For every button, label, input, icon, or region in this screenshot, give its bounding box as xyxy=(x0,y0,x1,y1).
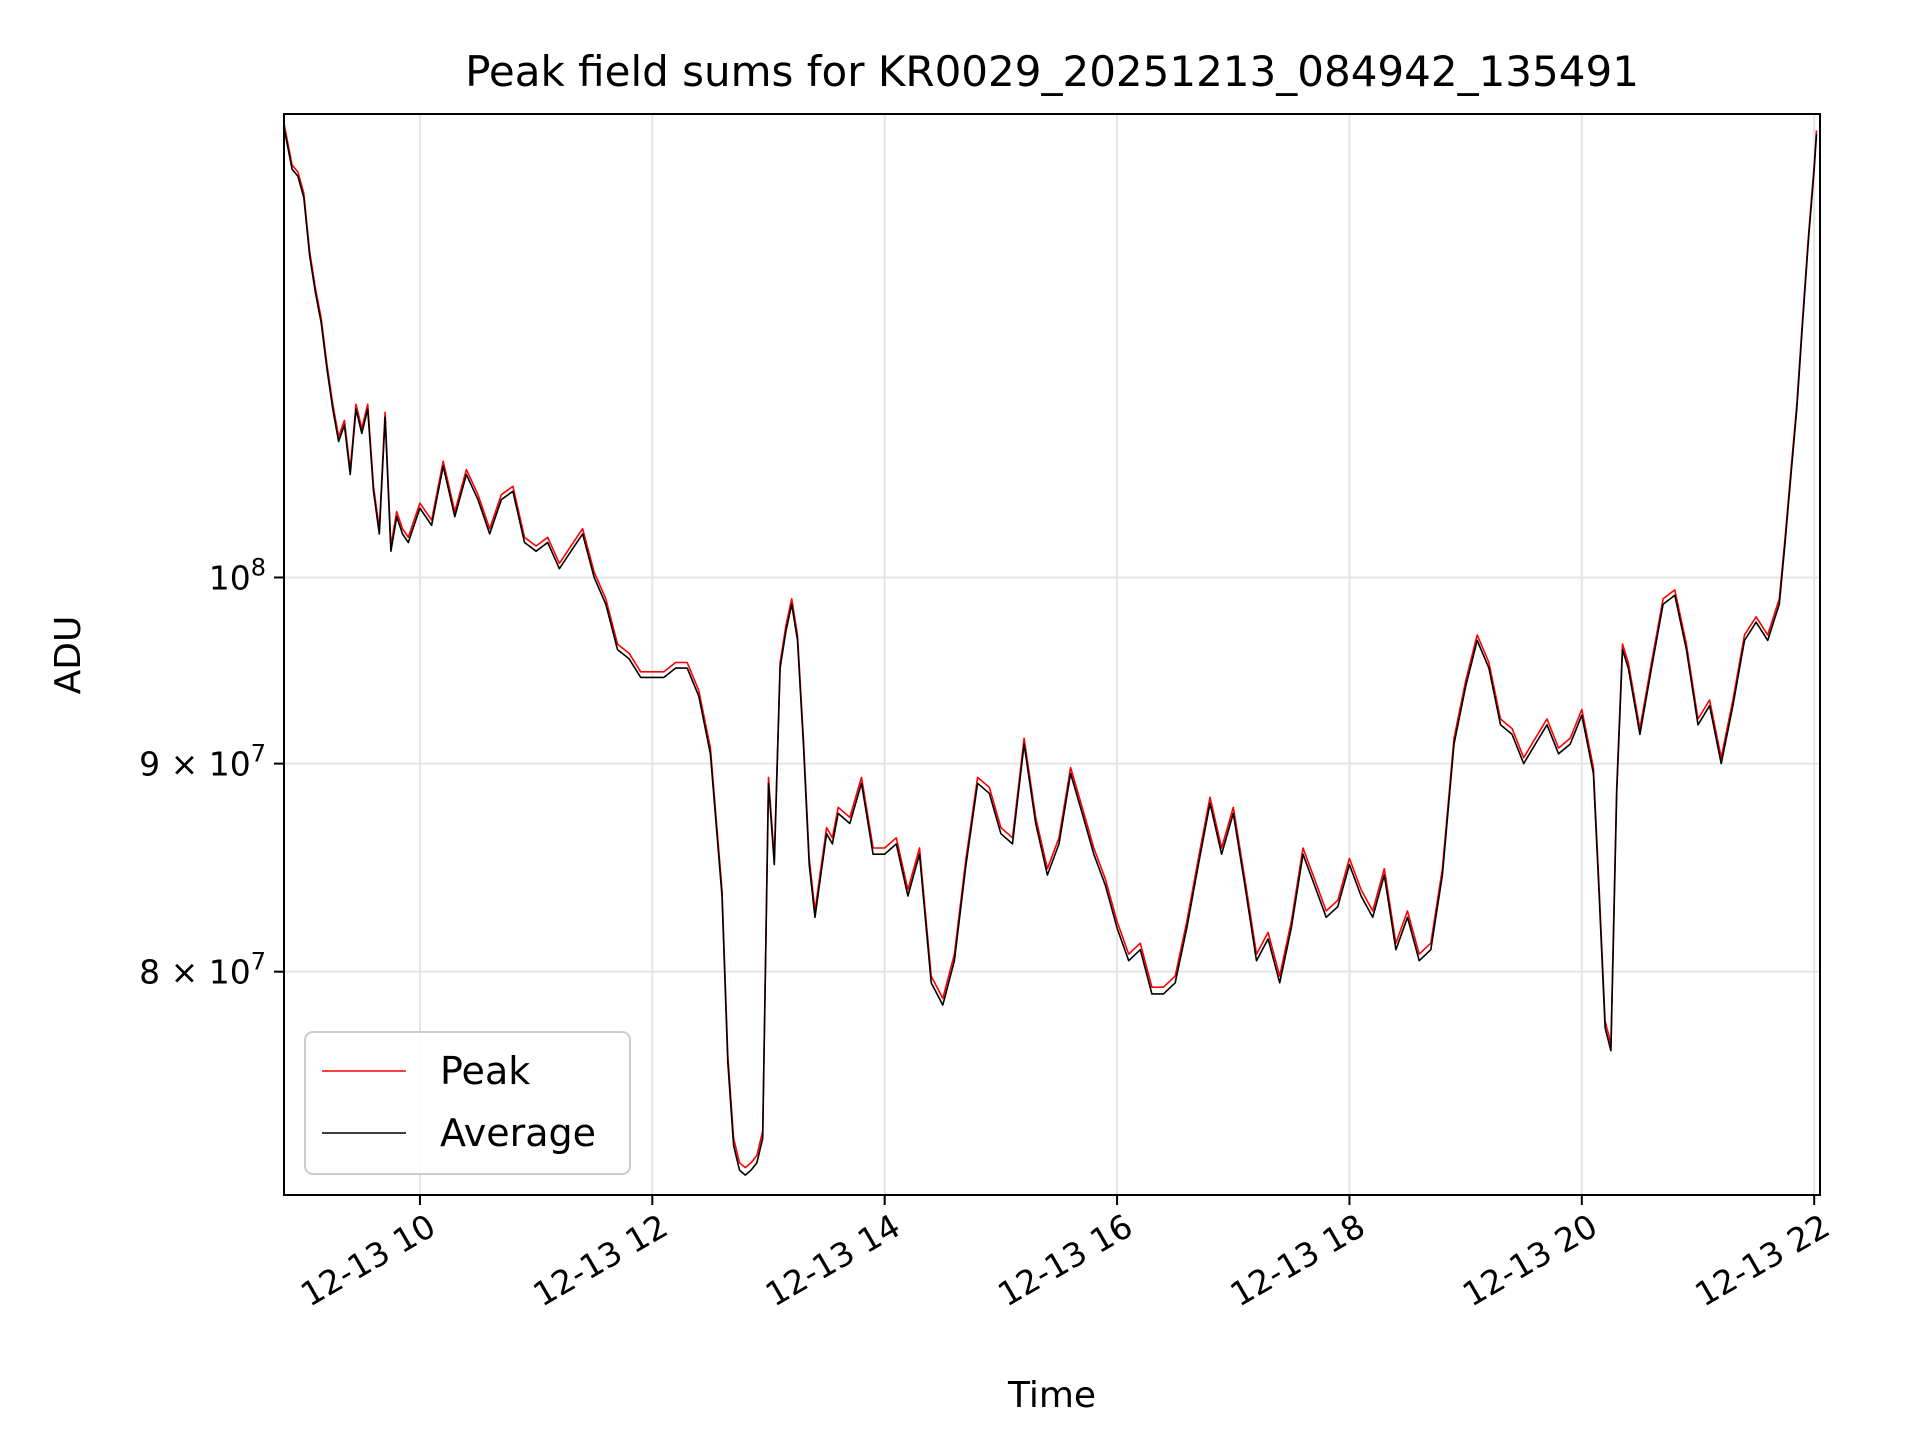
grid xyxy=(284,114,1820,1195)
legend-peak-label: Peak xyxy=(440,1049,530,1093)
series-line-peak xyxy=(284,123,1818,1169)
legend-box xyxy=(304,1031,631,1175)
chart-title: Peak field sums for KR0029_20251213_0849… xyxy=(465,47,1639,96)
y-tick-label: 8 × 107 xyxy=(139,948,266,992)
series-layer xyxy=(284,123,1818,1176)
legend-average-label: Average xyxy=(440,1111,596,1155)
series-line-average xyxy=(284,127,1818,1176)
y-axis-label: ADU xyxy=(48,616,89,695)
legend: Peak Average xyxy=(304,1031,631,1175)
plot-area-frame xyxy=(283,113,1821,1196)
y-tick-label: 9 × 107 xyxy=(139,740,266,784)
x-axis-label: Time xyxy=(1007,1375,1096,1416)
